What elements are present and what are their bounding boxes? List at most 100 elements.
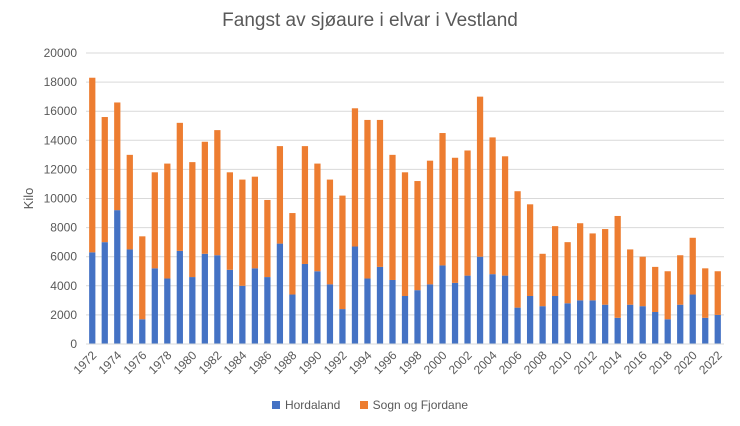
bar-sogn-og-fjordane bbox=[214, 130, 221, 256]
x-tick-label: 1996 bbox=[371, 348, 400, 377]
bar-sogn-og-fjordane bbox=[201, 141, 208, 254]
bar-hordaland bbox=[201, 253, 208, 344]
bar-hordaland bbox=[714, 314, 721, 344]
bar-hordaland bbox=[114, 210, 121, 344]
bar-hordaland bbox=[577, 300, 584, 344]
x-tick-label: 2012 bbox=[571, 348, 600, 377]
bar-hordaland bbox=[501, 275, 509, 344]
bar-sogn-og-fjordane bbox=[677, 255, 684, 305]
bar-sogn-og-fjordane bbox=[164, 163, 171, 279]
bar-sogn-og-fjordane bbox=[126, 154, 133, 250]
bar-hordaland bbox=[439, 265, 446, 344]
bar-sogn-og-fjordane bbox=[101, 117, 108, 243]
bar-hordaland bbox=[301, 263, 309, 344]
x-tick-label: 1992 bbox=[321, 348, 350, 377]
bar-hordaland bbox=[164, 278, 171, 344]
bar-sogn-og-fjordane bbox=[501, 156, 509, 276]
bar-sogn-og-fjordane bbox=[276, 146, 284, 244]
bar-hordaland bbox=[214, 255, 221, 344]
legend-item-sogn-og-fjordane: Sogn og Fjordane bbox=[359, 398, 469, 412]
bar-sogn-og-fjordane bbox=[189, 162, 196, 278]
x-tick-label: 1988 bbox=[271, 348, 300, 377]
bar-sogn-og-fjordane bbox=[226, 172, 233, 270]
bar-sogn-og-fjordane bbox=[551, 226, 559, 296]
bar-hordaland bbox=[239, 285, 246, 344]
x-tick-label: 2002 bbox=[446, 348, 475, 377]
bar-hordaland bbox=[401, 295, 409, 344]
x-tick-label: 1984 bbox=[221, 348, 250, 377]
bar-sogn-og-fjordane bbox=[627, 249, 634, 305]
bar-hordaland bbox=[276, 243, 284, 344]
bar-sogn-og-fjordane bbox=[514, 191, 521, 308]
bar-hordaland bbox=[664, 319, 671, 344]
bar-hordaland bbox=[539, 306, 546, 344]
bar-sogn-og-fjordane bbox=[577, 223, 584, 301]
bar-hordaland bbox=[139, 319, 146, 344]
legend: Hordaland Sogn og Fjordane bbox=[0, 398, 740, 412]
bar-sogn-og-fjordane bbox=[602, 229, 609, 305]
legend-label-sogn-og-fjordane: Sogn og Fjordane bbox=[372, 398, 469, 412]
x-tick-label: 1978 bbox=[146, 348, 175, 377]
bar-hordaland bbox=[627, 304, 634, 344]
x-tick-label: 2004 bbox=[471, 348, 500, 377]
bar-hordaland bbox=[652, 311, 659, 344]
bar-hordaland bbox=[551, 295, 559, 344]
bar-hordaland bbox=[514, 307, 521, 344]
bar-hordaland bbox=[314, 271, 321, 344]
bar-hordaland bbox=[126, 249, 133, 344]
bar-hordaland bbox=[339, 309, 346, 344]
bar-sogn-og-fjordane bbox=[426, 160, 434, 285]
bar-hordaland bbox=[689, 294, 696, 344]
bar-hordaland bbox=[526, 295, 534, 344]
bar-sogn-og-fjordane bbox=[301, 146, 309, 264]
bar-hordaland bbox=[476, 256, 484, 344]
x-tick-label: 1986 bbox=[246, 348, 275, 377]
y-tick-label: 10000 bbox=[44, 192, 78, 206]
bar-hordaland bbox=[489, 274, 496, 344]
x-tick-label: 1972 bbox=[71, 348, 100, 377]
x-tick-label: 2000 bbox=[421, 348, 450, 377]
x-tick-label: 1974 bbox=[96, 348, 125, 377]
x-tick-label: 2022 bbox=[696, 348, 725, 377]
bar-hordaland bbox=[289, 294, 296, 344]
x-tick-label: 1980 bbox=[171, 348, 200, 377]
bar-sogn-og-fjordane bbox=[564, 242, 571, 304]
bar-hordaland bbox=[602, 304, 609, 344]
bar-sogn-og-fjordane bbox=[176, 122, 183, 251]
x-tick-label: 2016 bbox=[621, 348, 650, 377]
bar-sogn-og-fjordane bbox=[264, 199, 271, 278]
legend-item-hordaland: Hordaland bbox=[271, 398, 341, 412]
bar-hordaland bbox=[564, 303, 571, 344]
bar-hordaland bbox=[677, 304, 684, 344]
x-tick-label: 2010 bbox=[546, 348, 575, 377]
y-tick-label: 6000 bbox=[50, 250, 77, 264]
chart-title: Fangst av sjøaure i elvar i Vestland bbox=[222, 10, 518, 31]
y-tick-label: 8000 bbox=[50, 221, 77, 235]
bar-hordaland bbox=[376, 266, 384, 344]
bar-sogn-og-fjordane bbox=[389, 154, 396, 280]
y-tick-label: 0 bbox=[70, 337, 77, 351]
bar-hordaland bbox=[226, 269, 233, 344]
bar-sogn-og-fjordane bbox=[589, 233, 596, 301]
bar-hordaland bbox=[151, 268, 158, 344]
bar-sogn-og-fjordane bbox=[689, 237, 696, 295]
bar-hordaland bbox=[414, 290, 421, 344]
bar-hordaland bbox=[426, 284, 434, 344]
bar-sogn-og-fjordane bbox=[451, 157, 459, 283]
x-tick-label: 2006 bbox=[496, 348, 525, 377]
bar-sogn-og-fjordane bbox=[639, 256, 646, 307]
bar-hordaland bbox=[589, 300, 596, 344]
legend-label-hordaland: Hordaland bbox=[284, 398, 341, 412]
bar-sogn-og-fjordane bbox=[239, 179, 246, 286]
bar-hordaland bbox=[101, 242, 108, 344]
y-tick-label: 2000 bbox=[50, 308, 77, 322]
bar-sogn-og-fjordane bbox=[114, 102, 121, 211]
bar-hordaland bbox=[176, 250, 183, 344]
x-tick-label: 1990 bbox=[296, 348, 325, 377]
bar-sogn-og-fjordane bbox=[401, 172, 409, 296]
bar-sogn-og-fjordane bbox=[314, 163, 321, 272]
bar-sogn-og-fjordane bbox=[351, 108, 359, 247]
bar-sogn-og-fjordane bbox=[489, 137, 496, 275]
bar-sogn-og-fjordane bbox=[539, 253, 546, 307]
